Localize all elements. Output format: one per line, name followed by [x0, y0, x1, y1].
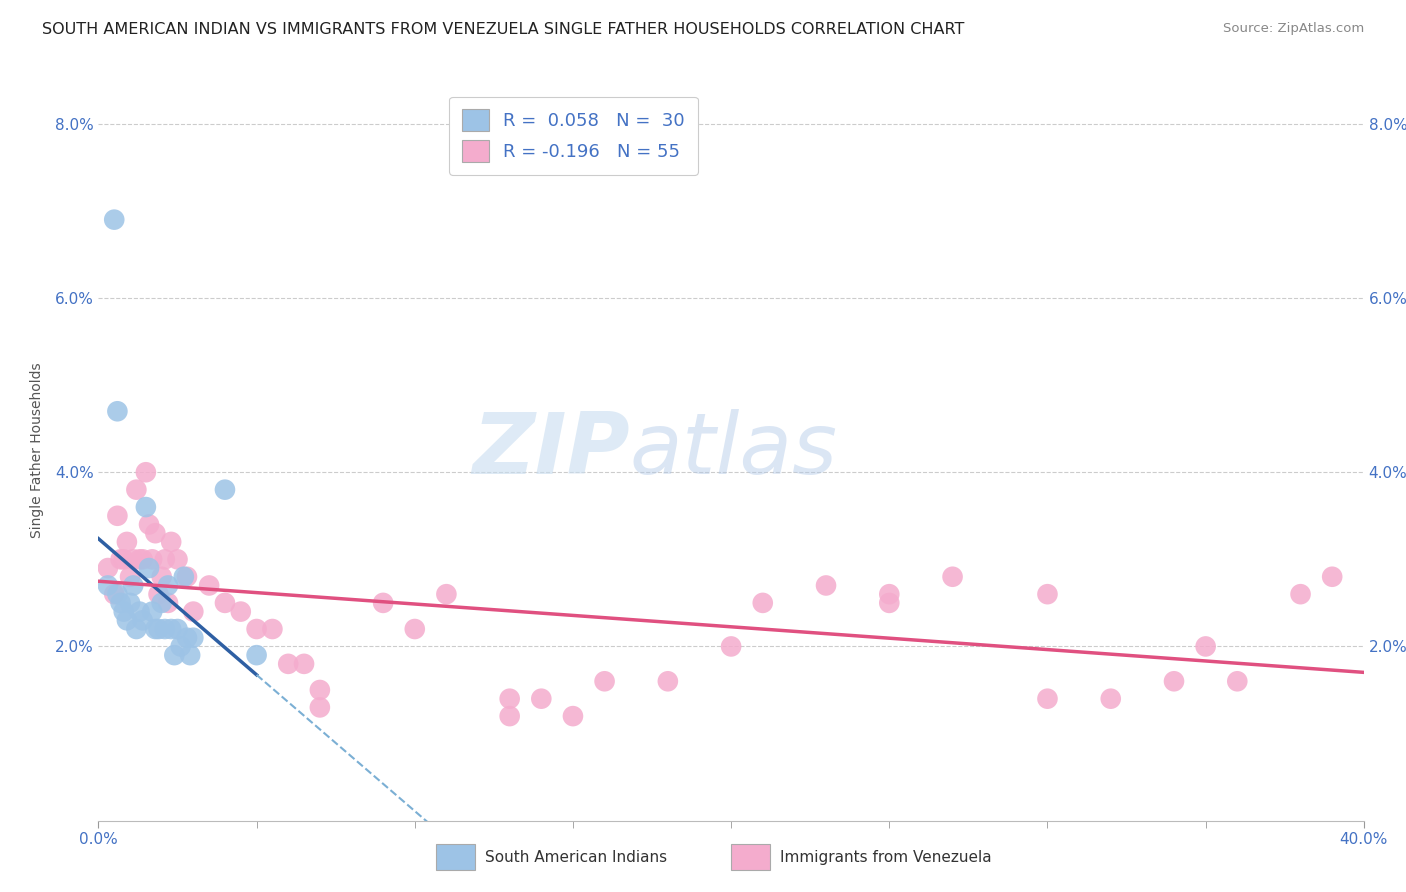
Point: [1194, 640, 1216, 654]
Point: [107, 587, 129, 601]
Point: [169, 640, 191, 654]
Point: [371, 596, 394, 610]
Point: [561, 709, 585, 723]
Point: [498, 709, 520, 723]
Point: [138, 517, 160, 532]
Text: atlas: atlas: [630, 409, 838, 492]
Point: [179, 648, 201, 662]
Point: [148, 587, 170, 601]
Point: [1289, 587, 1312, 601]
Point: [110, 596, 132, 610]
Point: [309, 700, 332, 714]
Point: [657, 674, 679, 689]
Point: [176, 631, 198, 645]
Text: ZIP: ZIP: [472, 409, 630, 492]
Point: [103, 587, 125, 601]
Point: [1099, 691, 1122, 706]
Point: [942, 570, 965, 584]
Point: [160, 535, 183, 549]
Point: [97, 578, 120, 592]
Point: [751, 596, 773, 610]
Point: [183, 605, 205, 619]
Text: South American Indians: South American Indians: [485, 849, 668, 864]
Point: [128, 605, 150, 619]
Point: [183, 631, 205, 645]
Text: SOUTH AMERICAN INDIAN VS IMMIGRANTS FROM VENEZUELA SINGLE FATHER HOUSEHOLDS CORR: SOUTH AMERICAN INDIAN VS IMMIGRANTS FROM…: [42, 22, 965, 37]
Point: [1036, 691, 1059, 706]
Point: [163, 648, 186, 662]
Point: [145, 622, 166, 636]
Point: [246, 648, 269, 662]
Point: [1226, 674, 1249, 689]
Point: [120, 570, 141, 584]
Text: Immigrants from Venezuela: Immigrants from Venezuela: [780, 849, 993, 864]
Point: [166, 622, 188, 636]
Point: [157, 578, 180, 592]
Point: [814, 578, 837, 592]
Point: [132, 613, 155, 627]
Point: [141, 552, 163, 566]
Point: [404, 622, 426, 636]
Point: [122, 552, 145, 566]
Point: [198, 578, 221, 592]
Point: [277, 657, 299, 671]
FancyBboxPatch shape: [731, 844, 770, 871]
Point: [122, 578, 145, 592]
Point: [128, 552, 150, 566]
Point: [246, 622, 269, 636]
Point: [112, 552, 135, 566]
Point: [112, 605, 135, 619]
Point: [436, 587, 458, 601]
Point: [125, 622, 148, 636]
Point: [593, 674, 616, 689]
Point: [214, 596, 236, 610]
Point: [262, 622, 284, 636]
Point: [1036, 587, 1059, 601]
Point: [176, 570, 198, 584]
Y-axis label: Single Father Households: Single Father Households: [30, 363, 44, 538]
Point: [153, 622, 176, 636]
Point: [157, 596, 180, 610]
Point: [103, 212, 125, 227]
Point: [877, 596, 900, 610]
Point: [160, 622, 183, 636]
Point: [292, 657, 315, 671]
Point: [214, 483, 236, 497]
Point: [125, 483, 148, 497]
Point: [877, 587, 900, 601]
Point: [1163, 674, 1185, 689]
Point: [120, 596, 141, 610]
Point: [145, 526, 166, 541]
Text: Source: ZipAtlas.com: Source: ZipAtlas.com: [1223, 22, 1364, 36]
Point: [107, 508, 129, 523]
Legend: R =  0.058   N =  30, R = -0.196   N = 55: R = 0.058 N = 30, R = -0.196 N = 55: [449, 96, 697, 175]
Point: [141, 605, 163, 619]
Point: [148, 622, 170, 636]
Point: [720, 640, 742, 654]
Point: [530, 691, 553, 706]
Point: [166, 552, 188, 566]
Point: [97, 561, 120, 575]
Point: [153, 552, 176, 566]
Point: [309, 683, 332, 698]
Point: [110, 552, 132, 566]
Point: [150, 570, 173, 584]
Point: [229, 605, 252, 619]
Point: [173, 570, 195, 584]
Point: [107, 404, 129, 418]
Point: [135, 465, 157, 479]
FancyBboxPatch shape: [436, 844, 475, 871]
Point: [1322, 570, 1344, 584]
Point: [135, 500, 157, 514]
Point: [150, 596, 173, 610]
Point: [115, 535, 138, 549]
Point: [498, 691, 520, 706]
Point: [132, 552, 155, 566]
Point: [138, 561, 160, 575]
Point: [115, 613, 138, 627]
